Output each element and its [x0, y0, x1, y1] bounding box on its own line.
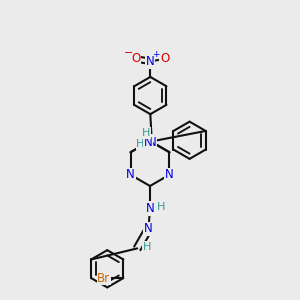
Text: O: O	[160, 52, 169, 65]
Text: H: H	[136, 140, 145, 149]
Text: N: N	[144, 136, 153, 148]
Text: N: N	[126, 168, 135, 181]
Text: H: H	[157, 202, 166, 212]
Text: N: N	[165, 168, 174, 181]
Text: N: N	[146, 55, 155, 68]
Text: H: H	[142, 128, 150, 138]
Text: Br: Br	[97, 272, 110, 285]
Text: +: +	[152, 50, 160, 59]
Text: H: H	[143, 242, 151, 252]
Text: N: N	[147, 136, 156, 148]
Text: N: N	[144, 222, 153, 236]
Text: N: N	[146, 202, 154, 215]
Text: N: N	[146, 134, 154, 148]
Text: −: −	[124, 48, 133, 58]
Text: O: O	[131, 52, 140, 65]
